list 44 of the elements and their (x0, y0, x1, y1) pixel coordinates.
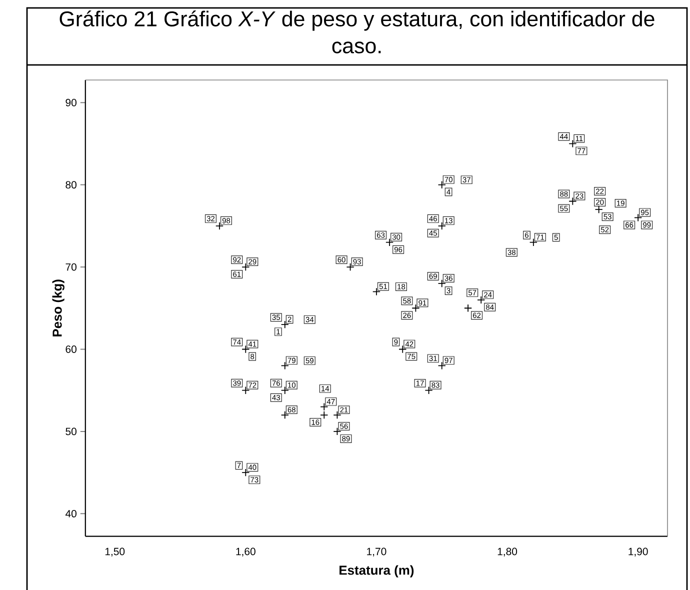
point (215, 222, 224, 230)
point (320, 402, 328, 411)
point (412, 304, 420, 312)
point (529, 238, 538, 246)
point (320, 410, 328, 420)
point (438, 279, 446, 288)
point (242, 345, 250, 354)
y-tick-label: 70 (66, 263, 76, 271)
point (568, 197, 577, 206)
point (424, 386, 433, 394)
point (464, 304, 472, 312)
point (333, 427, 342, 436)
point (398, 345, 407, 354)
point (280, 362, 289, 370)
point (242, 262, 250, 272)
y-tick-label: 60 (66, 346, 76, 353)
y-tick-label: 50 (66, 428, 76, 436)
y-tick-label: 90 (66, 98, 76, 106)
point (242, 468, 250, 477)
point (438, 222, 446, 230)
point (594, 205, 603, 214)
y-tick-label: 80 (66, 181, 76, 189)
point (280, 386, 289, 394)
x-tick-label: 1,50 (105, 548, 125, 556)
point (477, 296, 486, 304)
point (280, 320, 289, 329)
y-axis-title: Peso (kg) (52, 280, 64, 336)
x-tick-label: 1,80 (498, 548, 518, 556)
point (242, 386, 250, 394)
point (438, 362, 446, 370)
point (385, 238, 394, 246)
x-tick-label: 1,60 (236, 548, 256, 556)
point (438, 180, 446, 189)
x-tick-label: 1,90 (628, 548, 648, 556)
y-tick-label: 40 (65, 510, 76, 518)
point (372, 288, 381, 296)
point (634, 214, 642, 222)
point (346, 262, 354, 272)
point (280, 410, 289, 420)
chart-title: Gráfico 21 Gráfico X-Y de peso y estatura, con identificador de caso. (60, 10, 654, 54)
x-tick-label: 1,70 (367, 548, 386, 556)
x-axis-title: Estatura (m) (340, 565, 414, 578)
point (333, 410, 342, 420)
point (568, 140, 577, 148)
